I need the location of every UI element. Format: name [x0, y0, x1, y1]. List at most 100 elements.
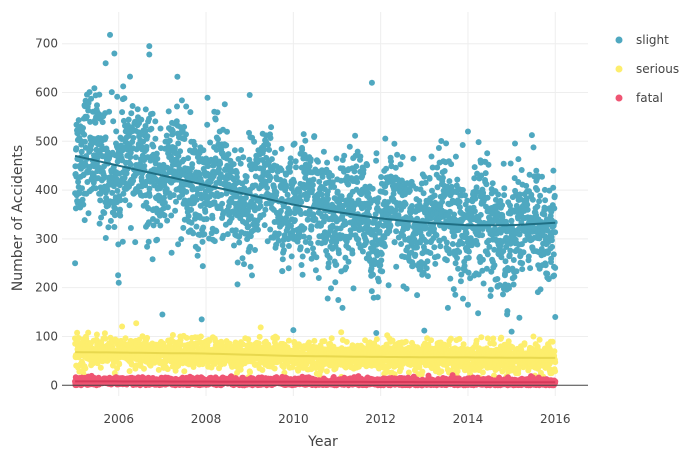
point-slight: [146, 192, 153, 199]
point-slight: [382, 135, 389, 142]
point-slight: [287, 155, 294, 162]
point-slight: [279, 268, 286, 275]
point-slight: [320, 218, 327, 225]
point-slight: [324, 295, 331, 302]
point-slight: [203, 216, 210, 222]
point-slight: [127, 225, 134, 231]
point-slight: [421, 173, 428, 180]
point-slight: [426, 175, 433, 182]
point-slight: [325, 260, 332, 267]
point-slight: [394, 151, 401, 158]
point-slight: [507, 160, 514, 167]
point-serious: [169, 332, 176, 338]
point-slight: [257, 203, 264, 210]
point-serious: [126, 368, 133, 375]
point-slight: [127, 161, 134, 168]
point-serious: [257, 324, 264, 331]
point-slight: [157, 125, 164, 132]
point-slight: [483, 181, 490, 188]
point-slight: [218, 191, 225, 198]
point-slight: [528, 132, 535, 139]
point-slight: [120, 190, 127, 197]
point-slight: [180, 224, 187, 231]
point-slight: [275, 230, 282, 237]
point-slight: [267, 226, 274, 233]
point-slight: [465, 248, 472, 255]
point-serious: [323, 368, 330, 375]
point-slight: [485, 161, 492, 168]
point-slight: [79, 185, 85, 192]
point-slight: [551, 192, 558, 199]
point-slight: [143, 199, 150, 206]
point-slight: [437, 243, 444, 250]
point-slight: [233, 169, 240, 176]
point-slight: [420, 190, 427, 197]
point-slight: [183, 188, 190, 195]
point-slight: [315, 275, 322, 281]
point-serious: [101, 330, 108, 337]
point-slight: [142, 123, 149, 129]
point-slight: [479, 232, 486, 239]
point-slight: [439, 174, 446, 181]
point-slight: [550, 184, 557, 191]
point-slight: [152, 135, 159, 142]
point-slight: [87, 118, 94, 125]
point-slight: [484, 150, 491, 157]
point-slight: [343, 264, 350, 271]
point-slight: [471, 208, 478, 215]
point-slight: [113, 128, 120, 135]
point-slight: [164, 217, 171, 224]
point-serious: [256, 333, 263, 340]
point-slight: [94, 155, 101, 161]
point-slight: [109, 189, 116, 196]
point-slight: [383, 165, 390, 172]
point-slight: [148, 125, 155, 132]
point-slight: [457, 278, 464, 285]
point-slight: [111, 224, 118, 230]
point-slight: [127, 73, 133, 80]
point-slight: [80, 201, 87, 208]
point-serious: [338, 329, 345, 336]
point-slight: [279, 256, 286, 263]
point-slight: [106, 108, 113, 115]
point-slight: [143, 143, 150, 150]
point-slight: [117, 206, 123, 213]
point-slight: [463, 230, 470, 237]
point-slight: [149, 110, 156, 117]
point-serious: [438, 368, 445, 375]
point-slight: [335, 250, 342, 257]
point-slight: [161, 212, 168, 219]
point-slight: [188, 206, 195, 213]
point-slight: [159, 311, 166, 318]
point-slight: [424, 273, 431, 280]
point-slight: [480, 280, 487, 287]
point-slight: [175, 140, 182, 147]
point-slight: [550, 167, 557, 174]
point-slight: [185, 155, 192, 162]
point-slight: [78, 148, 85, 155]
point-slight: [252, 247, 258, 253]
point-slight: [219, 200, 226, 207]
point-slight: [398, 241, 405, 247]
point-serious: [530, 333, 537, 340]
point-slight: [313, 254, 320, 261]
point-slight: [72, 260, 79, 267]
point-serious: [271, 365, 278, 372]
point-slight: [477, 211, 484, 218]
point-slight: [171, 145, 178, 151]
point-slight: [421, 327, 428, 334]
point-slight: [534, 186, 541, 193]
point-slight: [375, 278, 382, 285]
point-serious: [116, 361, 123, 368]
point-slight: [224, 231, 231, 238]
point-slight: [500, 160, 507, 167]
point-slight: [119, 238, 126, 245]
point-slight: [216, 165, 222, 172]
point-slight: [96, 220, 103, 227]
point-serious: [490, 335, 497, 342]
point-slight: [310, 176, 317, 183]
point-slight: [177, 148, 184, 155]
point-serious: [498, 334, 505, 341]
point-slight: [82, 138, 88, 145]
